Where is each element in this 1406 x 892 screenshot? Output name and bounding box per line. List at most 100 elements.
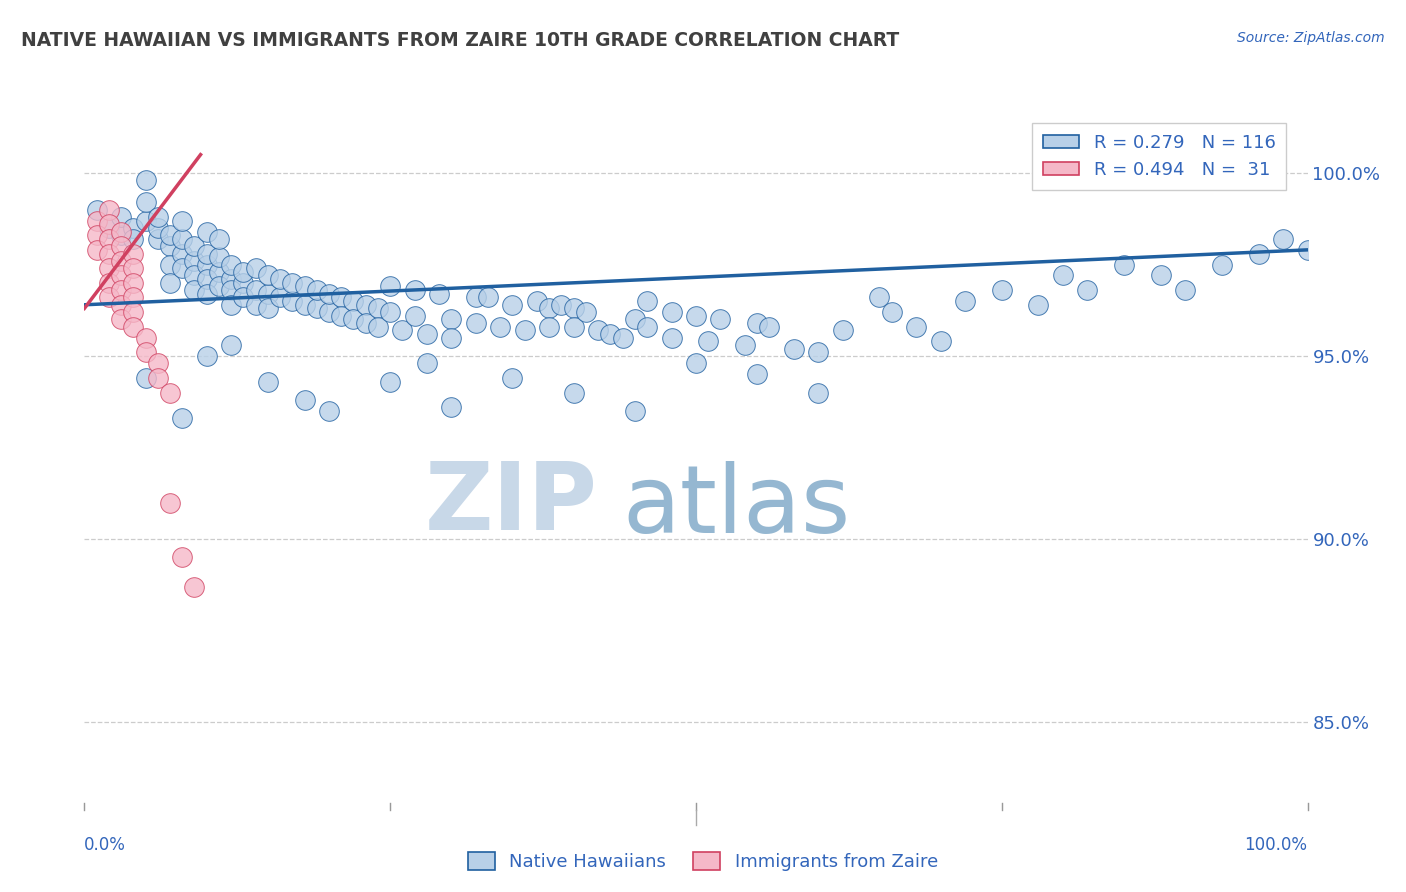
Point (905, 319, 928, 334)
Text: Source: ZipAtlas.com: Source: ZipAtlas.com (1237, 31, 1385, 45)
Point (219, 283, 242, 297)
Point (624, 312, 647, 326)
Point (195, 272, 218, 286)
Point (86, 213, 108, 227)
Point (122, 290, 145, 304)
Point (172, 213, 194, 227)
Point (318, 404, 340, 418)
Point (575, 305, 598, 319)
Point (146, 210, 169, 224)
Point (122, 276, 145, 290)
Point (807, 385, 830, 400)
Point (636, 294, 658, 309)
Point (159, 258, 181, 272)
Point (86, 228, 108, 243)
Point (294, 298, 316, 312)
Text: ZIP: ZIP (425, 458, 598, 549)
Point (135, 371, 157, 385)
Point (195, 246, 218, 260)
Point (245, 298, 267, 312)
Point (183, 239, 205, 253)
Point (513, 323, 536, 337)
Point (624, 404, 647, 418)
Point (257, 286, 280, 301)
Point (281, 294, 304, 309)
Point (86, 202, 108, 217)
Point (538, 301, 561, 316)
Point (110, 312, 132, 326)
Point (380, 279, 402, 293)
Point (183, 253, 205, 268)
Point (110, 268, 132, 283)
Point (330, 309, 353, 323)
Point (318, 286, 340, 301)
Point (305, 283, 328, 297)
Point (159, 239, 181, 253)
Point (1114, 258, 1136, 272)
Point (208, 232, 231, 246)
Point (208, 265, 231, 279)
Point (97, 261, 120, 276)
Point (110, 210, 132, 224)
Point (342, 312, 364, 326)
Point (172, 411, 194, 425)
Point (758, 319, 780, 334)
Point (146, 371, 169, 385)
Point (661, 331, 683, 345)
Point (97, 220, 120, 235)
Point (1211, 258, 1233, 272)
Point (219, 338, 242, 352)
Point (685, 309, 707, 323)
Point (195, 225, 218, 239)
Point (294, 392, 316, 407)
Point (135, 331, 157, 345)
Point (110, 228, 132, 243)
Point (636, 319, 658, 334)
Point (489, 319, 512, 334)
Point (97, 232, 120, 246)
Point (208, 279, 231, 293)
Point (1174, 283, 1197, 297)
Point (110, 253, 132, 268)
Point (219, 258, 242, 272)
Point (122, 246, 145, 260)
Point (991, 283, 1014, 297)
Point (1272, 232, 1295, 246)
Point (330, 290, 353, 304)
Point (122, 261, 145, 276)
Point (318, 305, 340, 319)
Point (367, 301, 389, 316)
Point (747, 316, 769, 330)
Point (404, 283, 426, 297)
Point (869, 290, 891, 304)
Point (159, 385, 181, 400)
Point (427, 286, 450, 301)
Point (195, 258, 218, 272)
Point (734, 338, 756, 352)
Point (477, 290, 499, 304)
Point (135, 195, 157, 210)
Point (172, 246, 194, 260)
Point (183, 580, 205, 594)
Point (747, 368, 769, 382)
Point (294, 279, 316, 293)
Text: 0.0%: 0.0% (84, 836, 127, 854)
Point (354, 316, 377, 330)
Point (367, 319, 389, 334)
Point (807, 345, 830, 359)
Point (219, 298, 242, 312)
Point (257, 375, 280, 389)
Point (416, 356, 439, 370)
Point (1076, 283, 1098, 297)
Point (380, 375, 402, 389)
Point (97, 246, 120, 260)
Point (612, 331, 634, 345)
Text: 100.0%: 100.0% (1244, 836, 1308, 854)
Point (269, 290, 291, 304)
Point (97, 202, 120, 217)
Point (783, 342, 806, 356)
Point (232, 290, 254, 304)
Point (586, 323, 609, 337)
Point (391, 323, 413, 337)
Point (404, 309, 426, 323)
